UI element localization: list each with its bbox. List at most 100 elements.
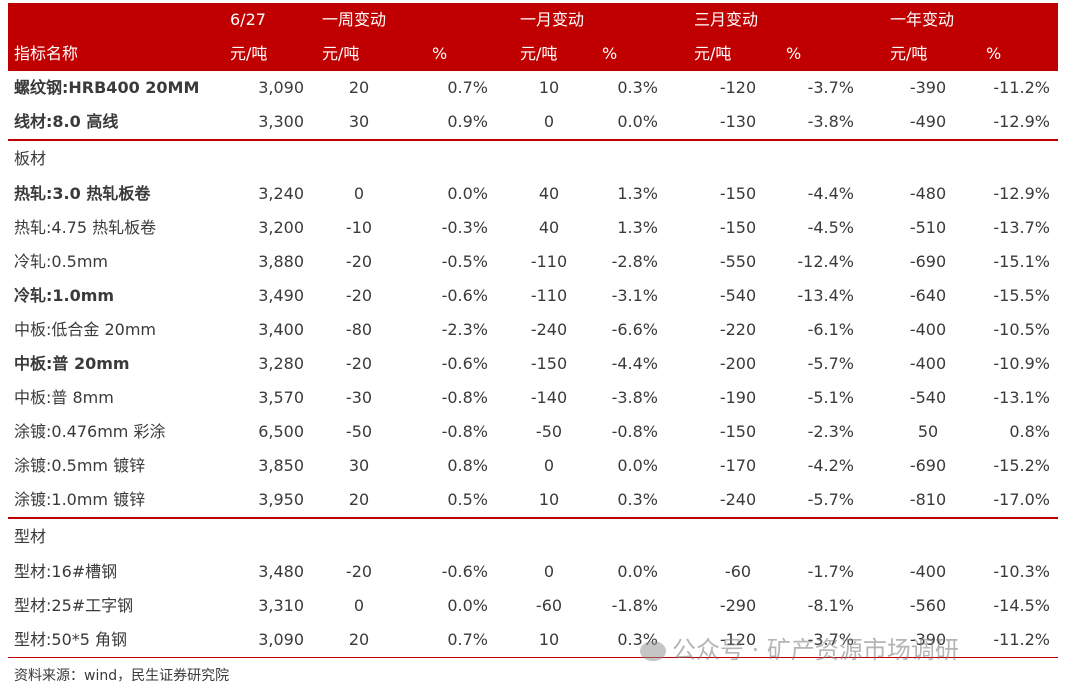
month-change-pct: 1.3% (617, 218, 658, 237)
table-row: 中板:普 20mm 3,280 -20 -0.6% -150 -4.4% -200 -5.7%… (8, 347, 1058, 381)
week-change-pct: 0.8% (447, 456, 488, 475)
quarter-change-pct: -6.1% (807, 320, 854, 339)
month-change: -150 (530, 354, 568, 373)
quarter-change-pct: -4.4% (807, 184, 854, 203)
month-change-pct: -2.8% (611, 252, 658, 271)
year-change-pct: -15.2% (993, 456, 1050, 475)
quarter-change: -150 (719, 422, 757, 441)
header-date: 6/27 (230, 10, 266, 29)
header-month-change: 一月变动 (520, 10, 585, 29)
price-value: 3,400 (258, 320, 304, 339)
year-change-pct: -17.0% (993, 490, 1050, 509)
week-change: 30 (348, 112, 370, 131)
quarter-change-pct: -4.2% (807, 456, 854, 475)
year-change-pct: -12.9% (993, 184, 1050, 203)
week-change-pct: 0.0% (447, 184, 488, 203)
item-name: 涂镀:1.0mm 镀锌 (14, 490, 146, 509)
month-change-pct: -1.8% (611, 596, 658, 615)
quarter-change: -550 (719, 252, 757, 271)
week-change-pct: -0.5% (441, 252, 488, 271)
price-value: 3,490 (258, 286, 304, 305)
quarter-change-pct: -1.7% (807, 562, 854, 581)
month-change: 10 (538, 490, 560, 509)
year-change-pct: -11.2% (993, 630, 1050, 649)
week-change-pct: 0.0% (447, 596, 488, 615)
item-name: 涂镀:0.5mm 镀锌 (14, 456, 146, 475)
item-name: 型材:16#槽钢 (14, 562, 118, 581)
year-change: -690 (909, 456, 947, 475)
year-change: -390 (909, 630, 947, 649)
table-row: 型材:25#工字钢 3,310 0 0.0% -60 -1.8% -290 -8.1% -560… (8, 589, 1058, 623)
year-change-pct: -11.2% (993, 78, 1050, 97)
table-row: 型材:50*5 角钢 3,090 20 0.7% 10 0.3% -120 -3.7% -390… (8, 623, 1058, 657)
quarter-change: -290 (719, 596, 757, 615)
header-unit: 元/吨 (520, 44, 558, 63)
month-change: -50 (535, 422, 563, 441)
year-change: -490 (909, 112, 947, 131)
header-week-change: 一周变动 (322, 10, 387, 29)
quarter-change: -240 (719, 490, 757, 509)
watermark: 公众号 · 矿产资源市场调研 (640, 630, 959, 665)
item-name: 中板:普 20mm (14, 354, 130, 373)
year-change-pct: -14.5% (993, 596, 1050, 615)
table-row: 涂镀:1.0mm 镀锌 3,950 20 0.5% 10 0.3% -240 -5.7% -81… (8, 483, 1058, 517)
week-change: 0 (353, 596, 365, 615)
table-row: 热轧:3.0 热轧板卷 3,240 0 0.0% 40 1.3% -150 -4.4% -480… (8, 177, 1058, 211)
week-change: -10 (345, 218, 373, 237)
price-value: 3,850 (258, 456, 304, 475)
quarter-change-pct: -3.7% (807, 78, 854, 97)
quarter-change-pct: -13.4% (797, 286, 854, 305)
week-change: -80 (345, 320, 373, 339)
steel-price-table: 6/27 一周变动 一月变动 三月变动 一年变动 指标名称 元/吨 元/吨 % … (8, 3, 1058, 658)
year-change-pct: -13.1% (993, 388, 1050, 407)
quarter-change-pct: -4.5% (807, 218, 854, 237)
table-row: 线材:8.0 高线 3,300 30 0.9% 0 0.0% -130 -3.8% -490 -1… (8, 105, 1058, 139)
table-row: 中板:普 8mm 3,570 -30 -0.8% -140 -3.8% -190 -5.1% -… (8, 381, 1058, 415)
month-change: 10 (538, 78, 560, 97)
year-change-pct: 0.8% (1009, 422, 1050, 441)
section-label-plates: 板材 (14, 149, 47, 168)
price-value: 3,280 (258, 354, 304, 373)
sections-group: 型材:16#槽钢 3,480 -20 -0.6% 0 0.0% -60 -1.7% -400 -1… (8, 555, 1058, 657)
month-change: 40 (538, 218, 560, 237)
section-label-sections: 型材 (14, 527, 47, 546)
year-change-pct: -12.9% (993, 112, 1050, 131)
wechat-icon (640, 641, 666, 661)
year-change: -560 (909, 596, 947, 615)
week-change-pct: -2.3% (441, 320, 488, 339)
month-change-pct: -4.4% (611, 354, 658, 373)
table-row: 冷轧:0.5mm 3,880 -20 -0.5% -110 -2.8% -550 -12.4%… (8, 245, 1058, 279)
quarter-change: -60 (724, 562, 752, 581)
month-change-pct: 1.3% (617, 184, 658, 203)
month-change: 0 (543, 456, 555, 475)
week-change: -50 (345, 422, 373, 441)
divider (8, 139, 1058, 141)
week-change-pct: -0.6% (441, 562, 488, 581)
header-row-units: 指标名称 元/吨 元/吨 % 元/吨 % 元/吨 % 元/吨 % (8, 37, 1058, 71)
header-row-periods: 6/27 一周变动 一月变动 三月变动 一年变动 (8, 3, 1058, 37)
quarter-change-pct: -8.1% (807, 596, 854, 615)
week-change: -20 (345, 252, 373, 271)
year-change: -390 (909, 78, 947, 97)
item-name: 型材:50*5 角钢 (14, 630, 128, 649)
price-value: 3,300 (258, 112, 304, 131)
item-name: 热轧:4.75 热轧板卷 (14, 218, 157, 237)
year-change-pct: -15.1% (993, 252, 1050, 271)
year-change: -400 (909, 354, 947, 373)
price-value: 3,570 (258, 388, 304, 407)
price-value: 3,880 (258, 252, 304, 271)
month-change-pct: -0.8% (611, 422, 658, 441)
year-change: -510 (909, 218, 947, 237)
month-change-pct: -3.8% (611, 388, 658, 407)
quarter-change: -540 (719, 286, 757, 305)
price-value: 3,480 (258, 562, 304, 581)
month-change: -110 (530, 252, 568, 271)
table-row: 型材:16#槽钢 3,480 -20 -0.6% 0 0.0% -60 -1.7% -400 -1… (8, 555, 1058, 589)
year-change-pct: -10.9% (993, 354, 1050, 373)
price-value: 3,310 (258, 596, 304, 615)
year-change: -810 (909, 490, 947, 509)
item-name: 热轧:3.0 热轧板卷 (14, 184, 151, 203)
month-change: -110 (530, 286, 568, 305)
month-change: 40 (538, 184, 560, 203)
header-percent: % (786, 44, 802, 63)
